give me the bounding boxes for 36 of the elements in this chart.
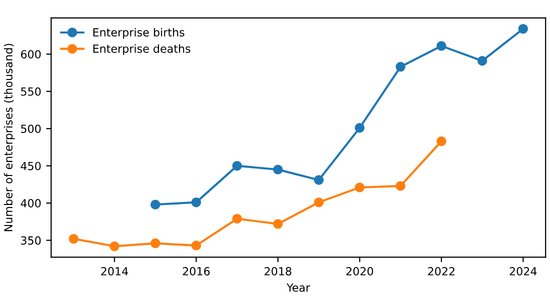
point <box>150 238 160 248</box>
point <box>314 175 324 185</box>
y-axis-title: Number of enterprises (thousand) <box>4 44 15 232</box>
point <box>273 219 283 229</box>
point <box>436 41 446 51</box>
point <box>477 56 488 66</box>
x-axis-title: Year <box>286 284 310 292</box>
y-tick-label: 500 <box>21 124 41 133</box>
x-tick-label: 2014 <box>101 267 128 276</box>
y-tick-label: 600 <box>20 50 41 59</box>
x-tick-label: 2018 <box>264 267 292 276</box>
point <box>150 200 160 210</box>
point <box>518 24 528 34</box>
legend-label: Enterprise deaths <box>93 44 190 55</box>
x-tick-label: 2024 <box>510 267 537 276</box>
point <box>68 234 78 244</box>
point <box>273 164 283 174</box>
y-tick-label: 450 <box>20 162 41 170</box>
x-tick-label: 2016 <box>182 267 210 276</box>
point <box>314 197 324 208</box>
point <box>191 197 202 208</box>
point <box>396 181 406 191</box>
x-tick-label: 2022 <box>428 267 454 276</box>
legend-label: Enterprise births <box>93 28 184 39</box>
point <box>436 136 446 146</box>
point <box>191 240 202 250</box>
y-tick-label: 350 <box>21 236 41 245</box>
y-tick-label: 400 <box>20 199 41 208</box>
x-tick-label: 2020 <box>346 267 374 276</box>
point <box>354 122 365 133</box>
point <box>354 182 365 192</box>
point <box>232 214 242 224</box>
point <box>396 62 406 72</box>
y-tick-label: 550 <box>21 87 41 96</box>
point <box>110 241 120 252</box>
point <box>232 160 242 171</box>
